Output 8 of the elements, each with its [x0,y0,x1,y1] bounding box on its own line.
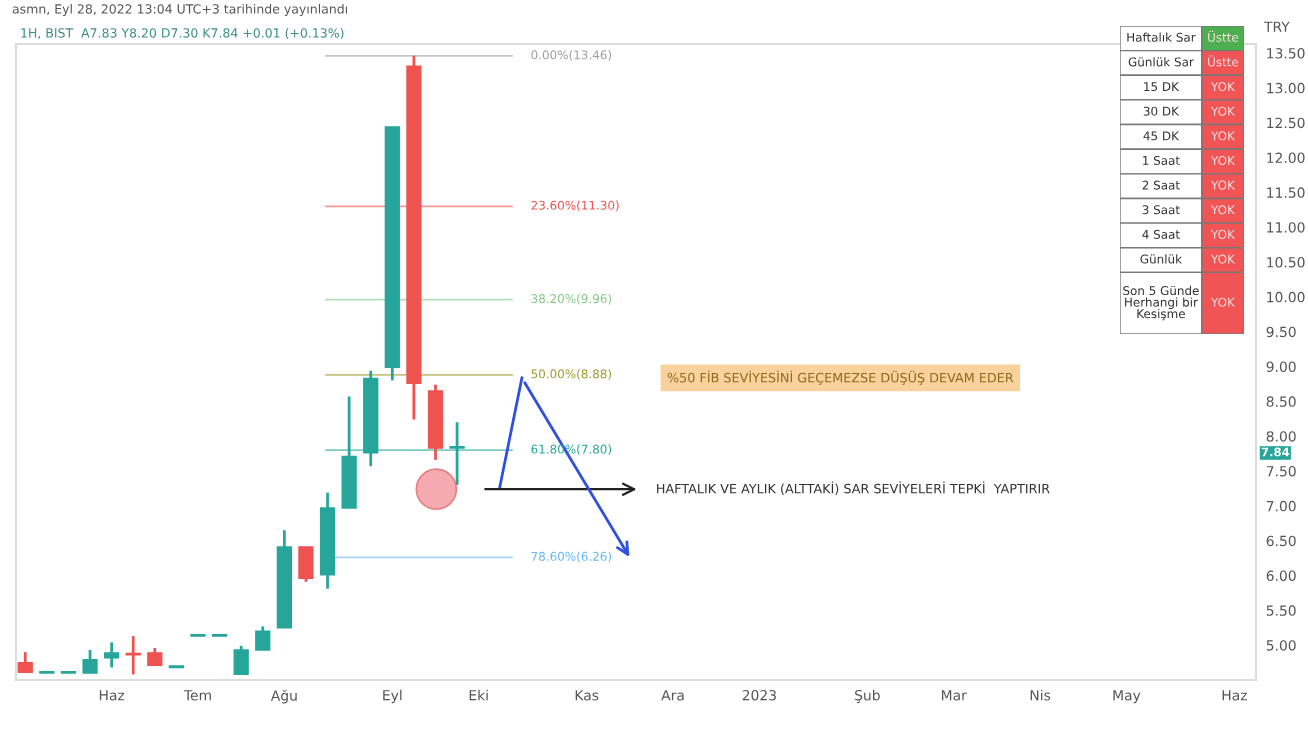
candlestick [449,420,465,487]
candlestick [103,640,120,669]
candlestick [255,624,271,652]
candlestick [82,648,98,675]
candlestick [233,644,249,676]
candlestick [298,545,314,584]
candlestick [17,650,33,674]
candlestick [125,634,141,676]
